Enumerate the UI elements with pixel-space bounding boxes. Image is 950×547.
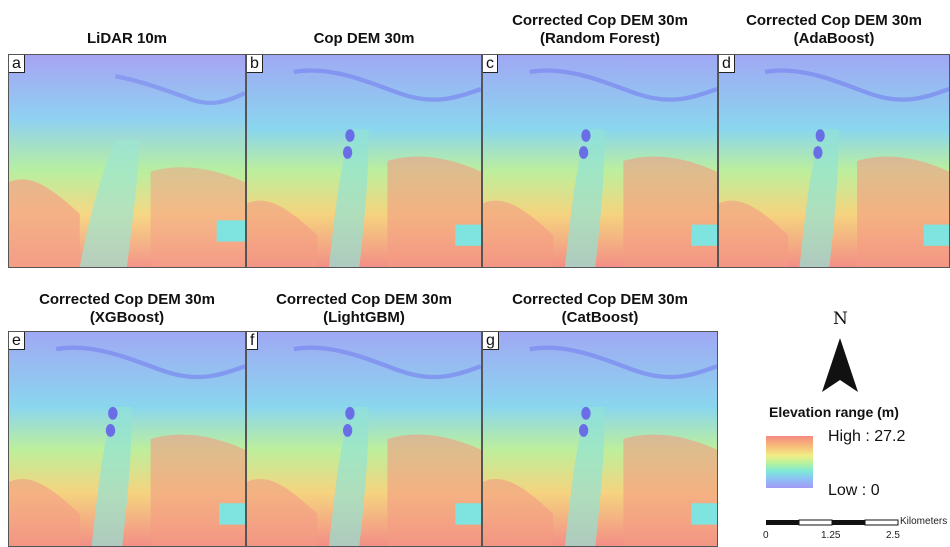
panel-letter: d bbox=[719, 55, 735, 73]
panel-title-line: Corrected Cop DEM 30m bbox=[39, 291, 215, 308]
panel-title-line: (AdaBoost) bbox=[793, 30, 875, 47]
scale-tick-label: 1.25 bbox=[821, 530, 841, 541]
panel-title-line: Corrected Cop DEM 30m bbox=[512, 12, 688, 29]
elevation-map: c bbox=[482, 54, 718, 268]
scale-tick-label: 2.5 bbox=[886, 530, 900, 541]
panel-title-line: (XGBoost) bbox=[89, 309, 165, 326]
elevation-raster bbox=[247, 55, 481, 267]
panel-letter: f bbox=[247, 332, 259, 350]
scale-tick-label: 0 bbox=[763, 530, 769, 541]
elevation-map: f bbox=[246, 331, 482, 547]
panel-title-line: (LightGBM) bbox=[323, 309, 405, 326]
panel-letter: c bbox=[483, 55, 498, 73]
elevation-raster bbox=[247, 332, 481, 546]
panel-title-line: LiDAR 10m bbox=[86, 30, 168, 47]
panel-title-line: Cop DEM 30m bbox=[313, 30, 415, 47]
legend-low-label: Low : 0 bbox=[828, 482, 880, 499]
panel-title: Corrected Cop DEM 30m (AdaBoost) bbox=[718, 12, 950, 48]
panel-title: Corrected Cop DEM 30m (XGBoost) bbox=[8, 291, 246, 327]
elevation-raster bbox=[9, 55, 245, 267]
panel-title: Corrected Cop DEM 30m (LightGBM) bbox=[246, 291, 482, 327]
elevation-map: a bbox=[8, 54, 246, 268]
legend-title: Elevation range (m) bbox=[769, 404, 899, 420]
elevation-raster bbox=[9, 332, 245, 546]
elevation-raster bbox=[483, 332, 717, 546]
panel-letter: b bbox=[247, 55, 263, 73]
panel-title: LiDAR 10m bbox=[8, 30, 246, 48]
legend-high-label: High : 27.2 bbox=[828, 428, 906, 445]
elevation-map: g bbox=[482, 331, 718, 547]
panel-letter: g bbox=[483, 332, 499, 350]
elevation-map: e bbox=[8, 331, 246, 547]
elevation-map: b bbox=[246, 54, 482, 268]
panel-title-line: (CatBoost) bbox=[561, 309, 639, 326]
panel-title: Corrected Cop DEM 30m (CatBoost) bbox=[482, 291, 718, 327]
panel-letter: e bbox=[9, 332, 25, 350]
panel-title: Cop DEM 30m bbox=[246, 30, 482, 48]
elevation-raster bbox=[483, 55, 717, 267]
scale-unit: Kilometers bbox=[900, 516, 948, 527]
scale-bar bbox=[766, 519, 899, 526]
elevation-map: d bbox=[718, 54, 950, 268]
panel-title-line: Corrected Cop DEM 30m bbox=[512, 291, 688, 308]
panel-title-line: (Random Forest) bbox=[540, 30, 660, 47]
north-arrow-icon bbox=[822, 338, 858, 392]
panel-title: Corrected Cop DEM 30m (Random Forest) bbox=[482, 12, 718, 48]
north-label: N bbox=[833, 309, 848, 329]
panel-letter: a bbox=[9, 55, 25, 73]
panel-title-line: Corrected Cop DEM 30m bbox=[276, 291, 452, 308]
elevation-raster bbox=[719, 55, 949, 267]
panel-title-line: Corrected Cop DEM 30m bbox=[746, 12, 922, 29]
elevation-color-ramp bbox=[766, 436, 813, 488]
